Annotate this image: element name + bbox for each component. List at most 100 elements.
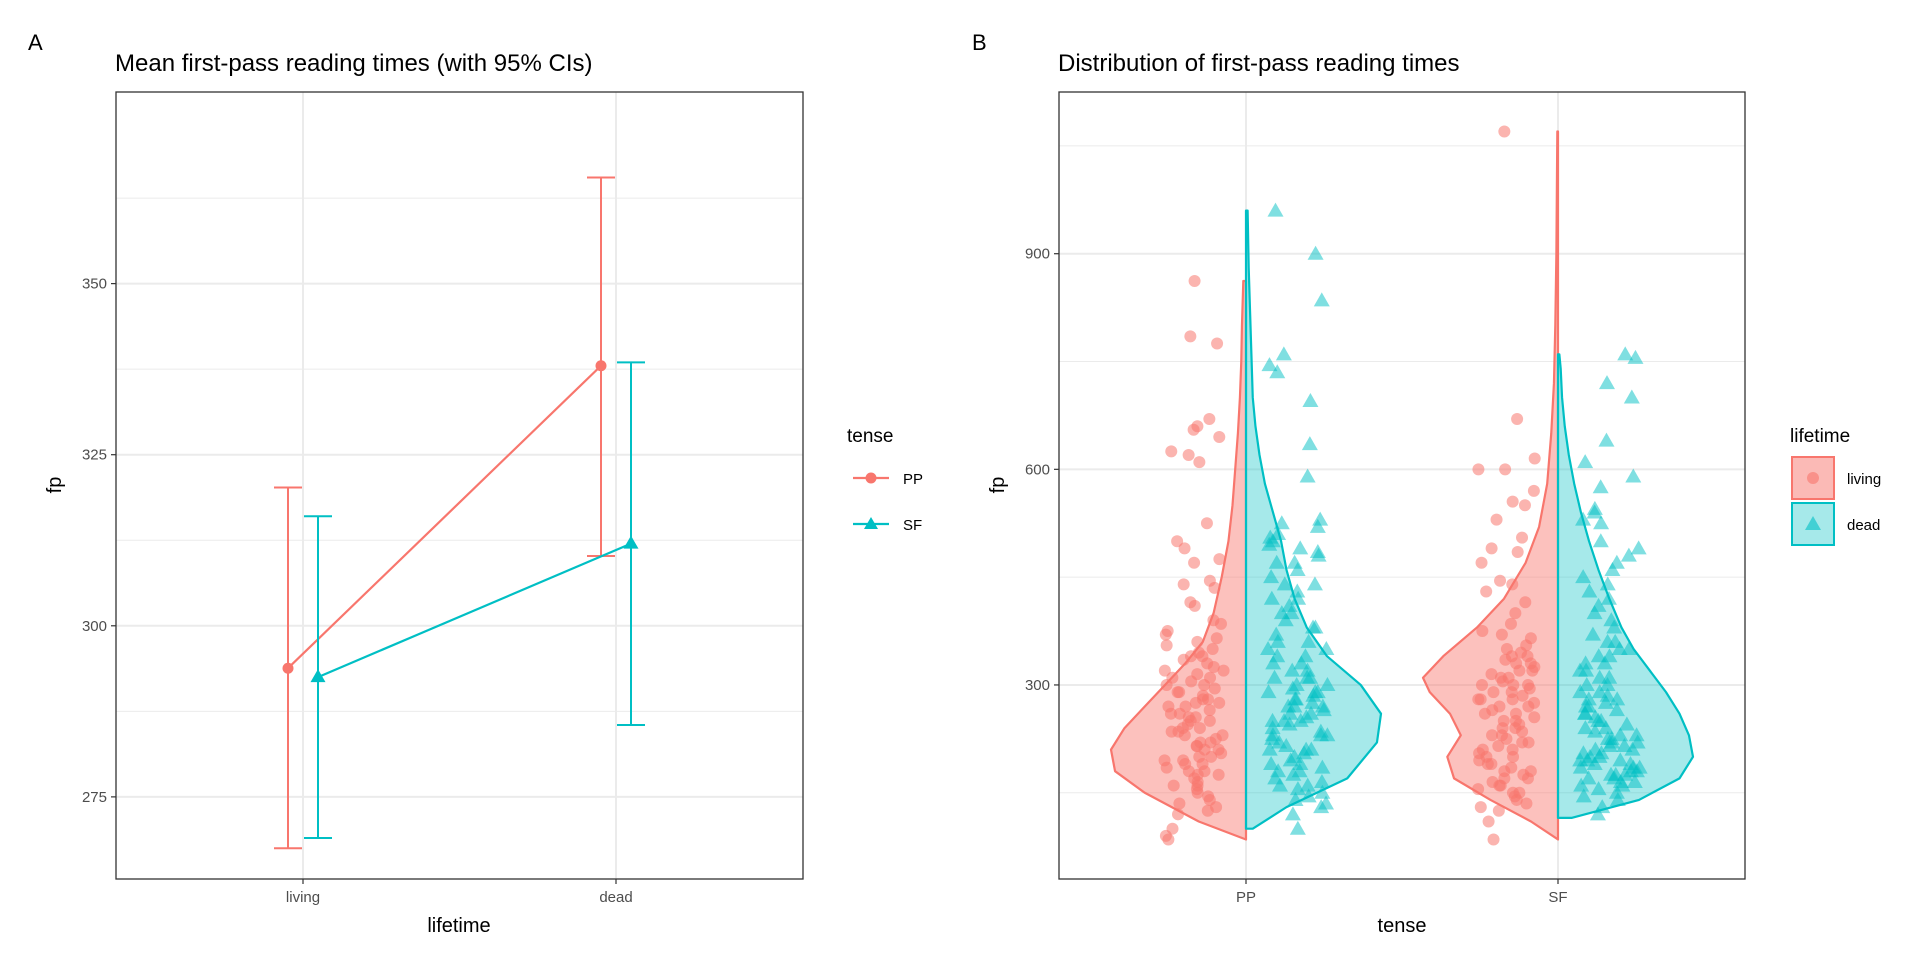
point-PP-living (1187, 423, 1200, 436)
point-PP-living (1172, 808, 1185, 821)
point-PP-dead (1281, 716, 1298, 731)
series-line-PP (287, 364, 602, 670)
point-SF-dead (1598, 432, 1615, 447)
point-SF-dead (1577, 720, 1594, 735)
point-SF-dead (1580, 691, 1597, 706)
point-PP-dead (1300, 633, 1317, 648)
point-PP-dead (1302, 393, 1319, 408)
point-PP-dead (1299, 662, 1316, 677)
point-SF-living (1509, 714, 1522, 727)
point-PP-dead (1270, 763, 1287, 778)
point-SF-living (1513, 664, 1526, 677)
point-SF-dead (1630, 540, 1647, 555)
panel-a-tag: A (28, 30, 43, 55)
point-PP-living (1184, 330, 1197, 343)
point-PP-dead (1285, 766, 1302, 781)
point-PP-living (1206, 643, 1219, 656)
point-PP-dead (1309, 684, 1326, 699)
point-SF-dead (1577, 454, 1594, 469)
point-PP-living (1200, 517, 1213, 530)
point-SF-living (1487, 686, 1500, 699)
point-PP-living (1213, 696, 1226, 709)
violin-SF-living (1421, 130, 1560, 841)
point-SF-dead (1606, 619, 1623, 634)
panel-a-y-axis-title: fp (44, 477, 66, 494)
point-SF-dead (1609, 791, 1626, 806)
point-SF-living (1498, 125, 1511, 138)
point-SF-dead (1617, 346, 1634, 361)
point-PP-dead (1292, 712, 1309, 727)
point-PP-dead (1314, 759, 1331, 774)
point-PP-living (1213, 553, 1226, 566)
point-SF-living (1504, 617, 1517, 630)
point-PP-living (1190, 740, 1203, 753)
legend-pp-label: PP (903, 471, 923, 488)
point-PP-dead (1284, 806, 1301, 821)
point-PP-dead (1314, 784, 1331, 799)
y-tick-label: 600 (1025, 461, 1050, 478)
x-tick-label: living (286, 889, 320, 906)
point-SF-living (1516, 531, 1529, 544)
point-PP-living (1213, 430, 1226, 443)
point-PP-living (1158, 664, 1171, 677)
point-SF-dead (1597, 720, 1614, 735)
y-tick-label: 300 (82, 618, 107, 635)
point-PP-dead (1313, 292, 1330, 307)
point-PP-dead (1264, 720, 1281, 735)
panel-a: A Mean first-pass reading times (with 95… (28, 30, 923, 937)
point-SF-dead (1586, 756, 1603, 771)
point-SF-dead (1586, 504, 1603, 519)
x-tick-label: PP (1236, 889, 1256, 906)
point-PP-living (1167, 779, 1180, 792)
point-SF-living (1506, 786, 1519, 799)
panel-b-legend-title: lifetime (1790, 426, 1850, 447)
point-PP-dead (1288, 691, 1305, 706)
point-PP-dead (1301, 436, 1318, 451)
point-PP-living (1201, 693, 1214, 706)
point-PP-dead (1293, 655, 1310, 670)
point-SF-living (1474, 693, 1487, 706)
point-SF-dead (1599, 687, 1616, 702)
point-SF-living (1494, 574, 1507, 587)
point-PP-dead (1313, 773, 1330, 788)
point-SF-living (1507, 678, 1520, 691)
point-PP-living (1203, 704, 1216, 717)
point-SF-living (1478, 707, 1491, 720)
point-PP-living (1212, 768, 1225, 781)
y-tick-label: 325 (82, 447, 107, 464)
point-PP-living (1193, 722, 1206, 735)
point-PP-living (1210, 632, 1223, 645)
point-PP-living (1158, 754, 1171, 767)
point-SF-dead (1592, 479, 1609, 494)
point-SF-dead (1614, 777, 1631, 792)
point-SF-living (1493, 700, 1506, 713)
point-PP-dead (1304, 694, 1321, 709)
point-SF-living (1485, 668, 1498, 681)
point-SF-living (1516, 725, 1529, 738)
point-SF-dead (1581, 583, 1598, 598)
point-PP-dead (1289, 820, 1306, 835)
point-SF-living (1506, 578, 1519, 591)
point-PP-living (1188, 599, 1201, 612)
point-PP-living (1188, 556, 1201, 569)
point-PP-dead (1282, 705, 1299, 720)
point-SF-dead (1624, 741, 1641, 756)
y-tick-label: 300 (1025, 677, 1050, 694)
y-tick-label: 350 (82, 276, 107, 293)
point-SF-dead (1575, 745, 1592, 760)
point-PP-living (1203, 714, 1216, 727)
point-PP-dead (1272, 777, 1289, 792)
point-PP-living (1208, 581, 1221, 594)
point-SF-dead (1584, 626, 1601, 641)
point-PP-dead (1266, 669, 1283, 684)
point-SF-living (1522, 678, 1535, 691)
point-PP-dead (1305, 619, 1322, 634)
point-PP-dead (1318, 641, 1335, 656)
point-SF-living (1494, 671, 1507, 684)
point-SF-living (1516, 689, 1529, 702)
point-PP-living (1165, 725, 1178, 738)
point-SF-living (1519, 596, 1532, 609)
panel-a-marks (274, 176, 645, 850)
series-line-SF (317, 542, 632, 679)
point-PP-dead (1269, 633, 1286, 648)
